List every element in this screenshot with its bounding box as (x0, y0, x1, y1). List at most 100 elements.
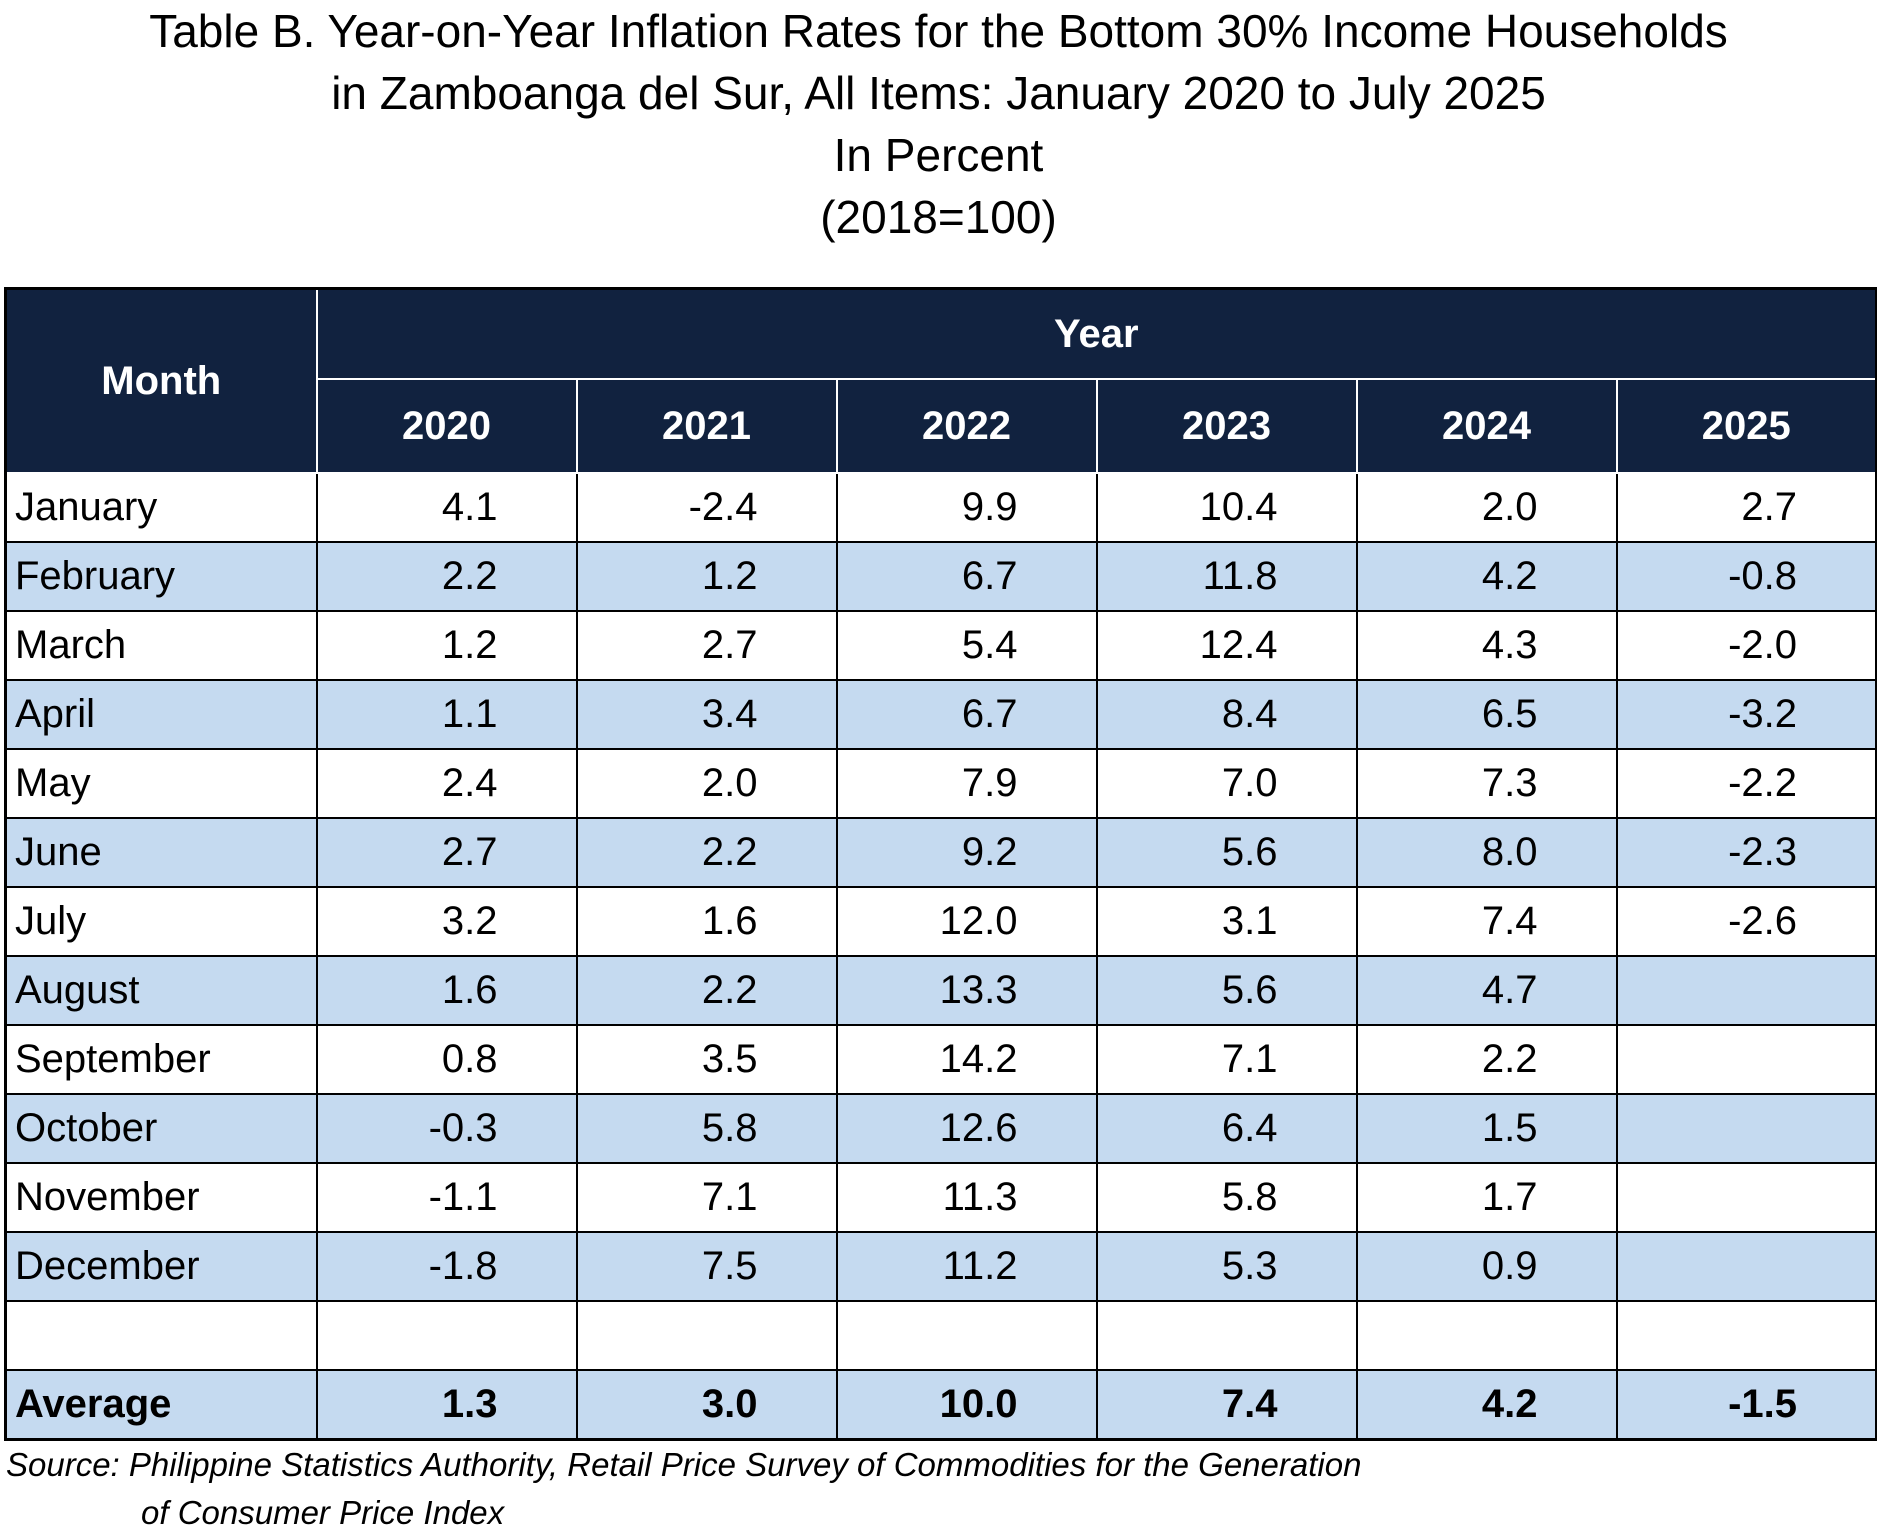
value-cell: 3.2 (315, 886, 578, 957)
value-cell: 2.7 (1615, 472, 1877, 543)
year-group-header: Year (315, 288, 1877, 380)
value-cell: 5.6 (1095, 817, 1358, 888)
year-header-2021: 2021 (575, 378, 838, 474)
value-cell: -0.8 (1615, 541, 1877, 612)
value-cell: -1.8 (315, 1231, 578, 1302)
table-row: August 1.6 2.2 13.3 5.6 4.7 (4, 955, 1877, 1026)
title-base-year: (2018=100) (820, 191, 1057, 243)
table-row: September 0.8 3.5 14.2 7.1 2.2 (4, 1024, 1877, 1095)
value-cell: 4.2 (1355, 541, 1618, 612)
value-cell: 11.2 (835, 1231, 1098, 1302)
empty-cell (1095, 1300, 1358, 1371)
title-line-2: in Zamboanga del Sur, All Items: January… (331, 67, 1546, 119)
value-cell: 4.3 (1355, 610, 1618, 681)
value-cell: 1.6 (575, 886, 838, 957)
table-row: December -1.8 7.5 11.2 5.3 0.9 (4, 1231, 1877, 1302)
month-cell: April (4, 679, 318, 750)
source-line-1: Source: Philippine Statistics Authority,… (6, 1446, 1362, 1483)
average-value-cell: 7.4 (1095, 1369, 1358, 1441)
value-cell: 11.8 (1095, 541, 1358, 612)
value-cell: 6.4 (1095, 1093, 1358, 1164)
empty-cell (4, 1300, 318, 1371)
title-units: In Percent (833, 129, 1044, 181)
table-row: March 1.2 2.7 5.4 12.4 4.3 -2.0 (4, 610, 1877, 681)
month-cell: January (4, 472, 318, 543)
value-cell: 5.4 (835, 610, 1098, 681)
value-cell: 5.8 (1095, 1162, 1358, 1233)
month-column-header: Month (5, 287, 318, 474)
value-cell: 14.2 (835, 1024, 1098, 1095)
empty-cell (575, 1300, 838, 1371)
source-note: Source: Philippine Statistics Authority,… (6, 1441, 1361, 1537)
value-cell: 10.4 (1095, 472, 1358, 543)
empty-cell (1615, 1300, 1877, 1371)
year-header-2024: 2024 (1355, 378, 1618, 474)
table-row: November -1.1 7.1 11.3 5.8 1.7 (4, 1162, 1877, 1233)
value-cell: -2.0 (1615, 610, 1877, 681)
value-cell: 3.1 (1095, 886, 1358, 957)
value-cell: 1.1 (315, 679, 578, 750)
month-cell: November (4, 1162, 318, 1233)
year-header-2023: 2023 (1095, 378, 1358, 474)
value-cell: -1.1 (315, 1162, 578, 1233)
source-line-2: of Consumer Price Index (141, 1494, 505, 1531)
average-value-cell: 4.2 (1355, 1369, 1618, 1441)
month-cell: June (4, 817, 318, 888)
value-cell: 0.9 (1355, 1231, 1618, 1302)
value-cell: 8.4 (1095, 679, 1358, 750)
value-cell: 2.7 (575, 610, 838, 681)
value-cell: 2.4 (315, 748, 578, 819)
value-cell: -3.2 (1615, 679, 1877, 750)
value-cell: 6.5 (1355, 679, 1618, 750)
table-row: May 2.4 2.0 7.9 7.0 7.3 -2.2 (4, 748, 1877, 819)
title-line-1: Table B. Year-on-Year Inflation Rates fo… (149, 5, 1728, 57)
value-cell: 12.0 (835, 886, 1098, 957)
value-cell (1615, 955, 1877, 1026)
value-cell: 5.8 (575, 1093, 838, 1164)
empty-cell (1355, 1300, 1618, 1371)
value-cell: 2.2 (575, 955, 838, 1026)
value-cell (1615, 1162, 1877, 1233)
value-cell: 5.3 (1095, 1231, 1358, 1302)
table-row: February 2.2 1.2 6.7 11.8 4.2 -0.8 (4, 541, 1877, 612)
table-body: January 4.1 -2.4 9.9 10.4 2.0 2.7 February 2.2 1.… (4, 472, 1877, 1441)
value-cell: 2.7 (315, 817, 578, 888)
value-cell: 13.3 (835, 955, 1098, 1026)
table-row: October -0.3 5.8 12.6 6.4 1.5 (4, 1093, 1877, 1164)
value-cell: 11.3 (835, 1162, 1098, 1233)
month-cell: August (4, 955, 318, 1026)
value-cell: 1.2 (575, 541, 838, 612)
value-cell: 1.5 (1355, 1093, 1618, 1164)
empty-cell (315, 1300, 578, 1371)
value-cell: 12.6 (835, 1093, 1098, 1164)
month-cell: September (4, 1024, 318, 1095)
value-cell: -2.4 (575, 472, 838, 543)
value-cell: 7.3 (1355, 748, 1618, 819)
value-cell: 7.4 (1355, 886, 1618, 957)
value-cell: 6.7 (835, 679, 1098, 750)
value-cell: 2.2 (315, 541, 578, 612)
table-row: January 4.1 -2.4 9.9 10.4 2.0 2.7 (4, 472, 1877, 543)
value-cell: 9.9 (835, 472, 1098, 543)
table-row: April 1.1 3.4 6.7 8.4 6.5 -3.2 (4, 679, 1877, 750)
value-cell: -0.3 (315, 1093, 578, 1164)
value-cell: 3.4 (575, 679, 838, 750)
year-header-2020: 2020 (315, 378, 578, 474)
month-cell: March (4, 610, 318, 681)
month-cell: February (4, 541, 318, 612)
value-cell: 4.1 (315, 472, 578, 543)
average-value-cell: -1.5 (1615, 1369, 1877, 1441)
average-label: Average (4, 1369, 318, 1441)
month-cell: May (4, 748, 318, 819)
value-cell: -2.2 (1615, 748, 1877, 819)
table-header: Month Year 2020 2021 2022 2023 2024 2025 (5, 287, 1877, 474)
value-cell: 1.6 (315, 955, 578, 1026)
value-cell: 9.2 (835, 817, 1098, 888)
average-row: Average 1.3 3.0 10.0 7.4 4.2 -1.5 (4, 1369, 1877, 1441)
value-cell (1615, 1093, 1877, 1164)
month-cell: December (4, 1231, 318, 1302)
average-value-cell: 3.0 (575, 1369, 838, 1441)
value-cell: 7.1 (1095, 1024, 1358, 1095)
empty-cell (835, 1300, 1098, 1371)
table-row: June 2.7 2.2 9.2 5.6 8.0 -2.3 (4, 817, 1877, 888)
